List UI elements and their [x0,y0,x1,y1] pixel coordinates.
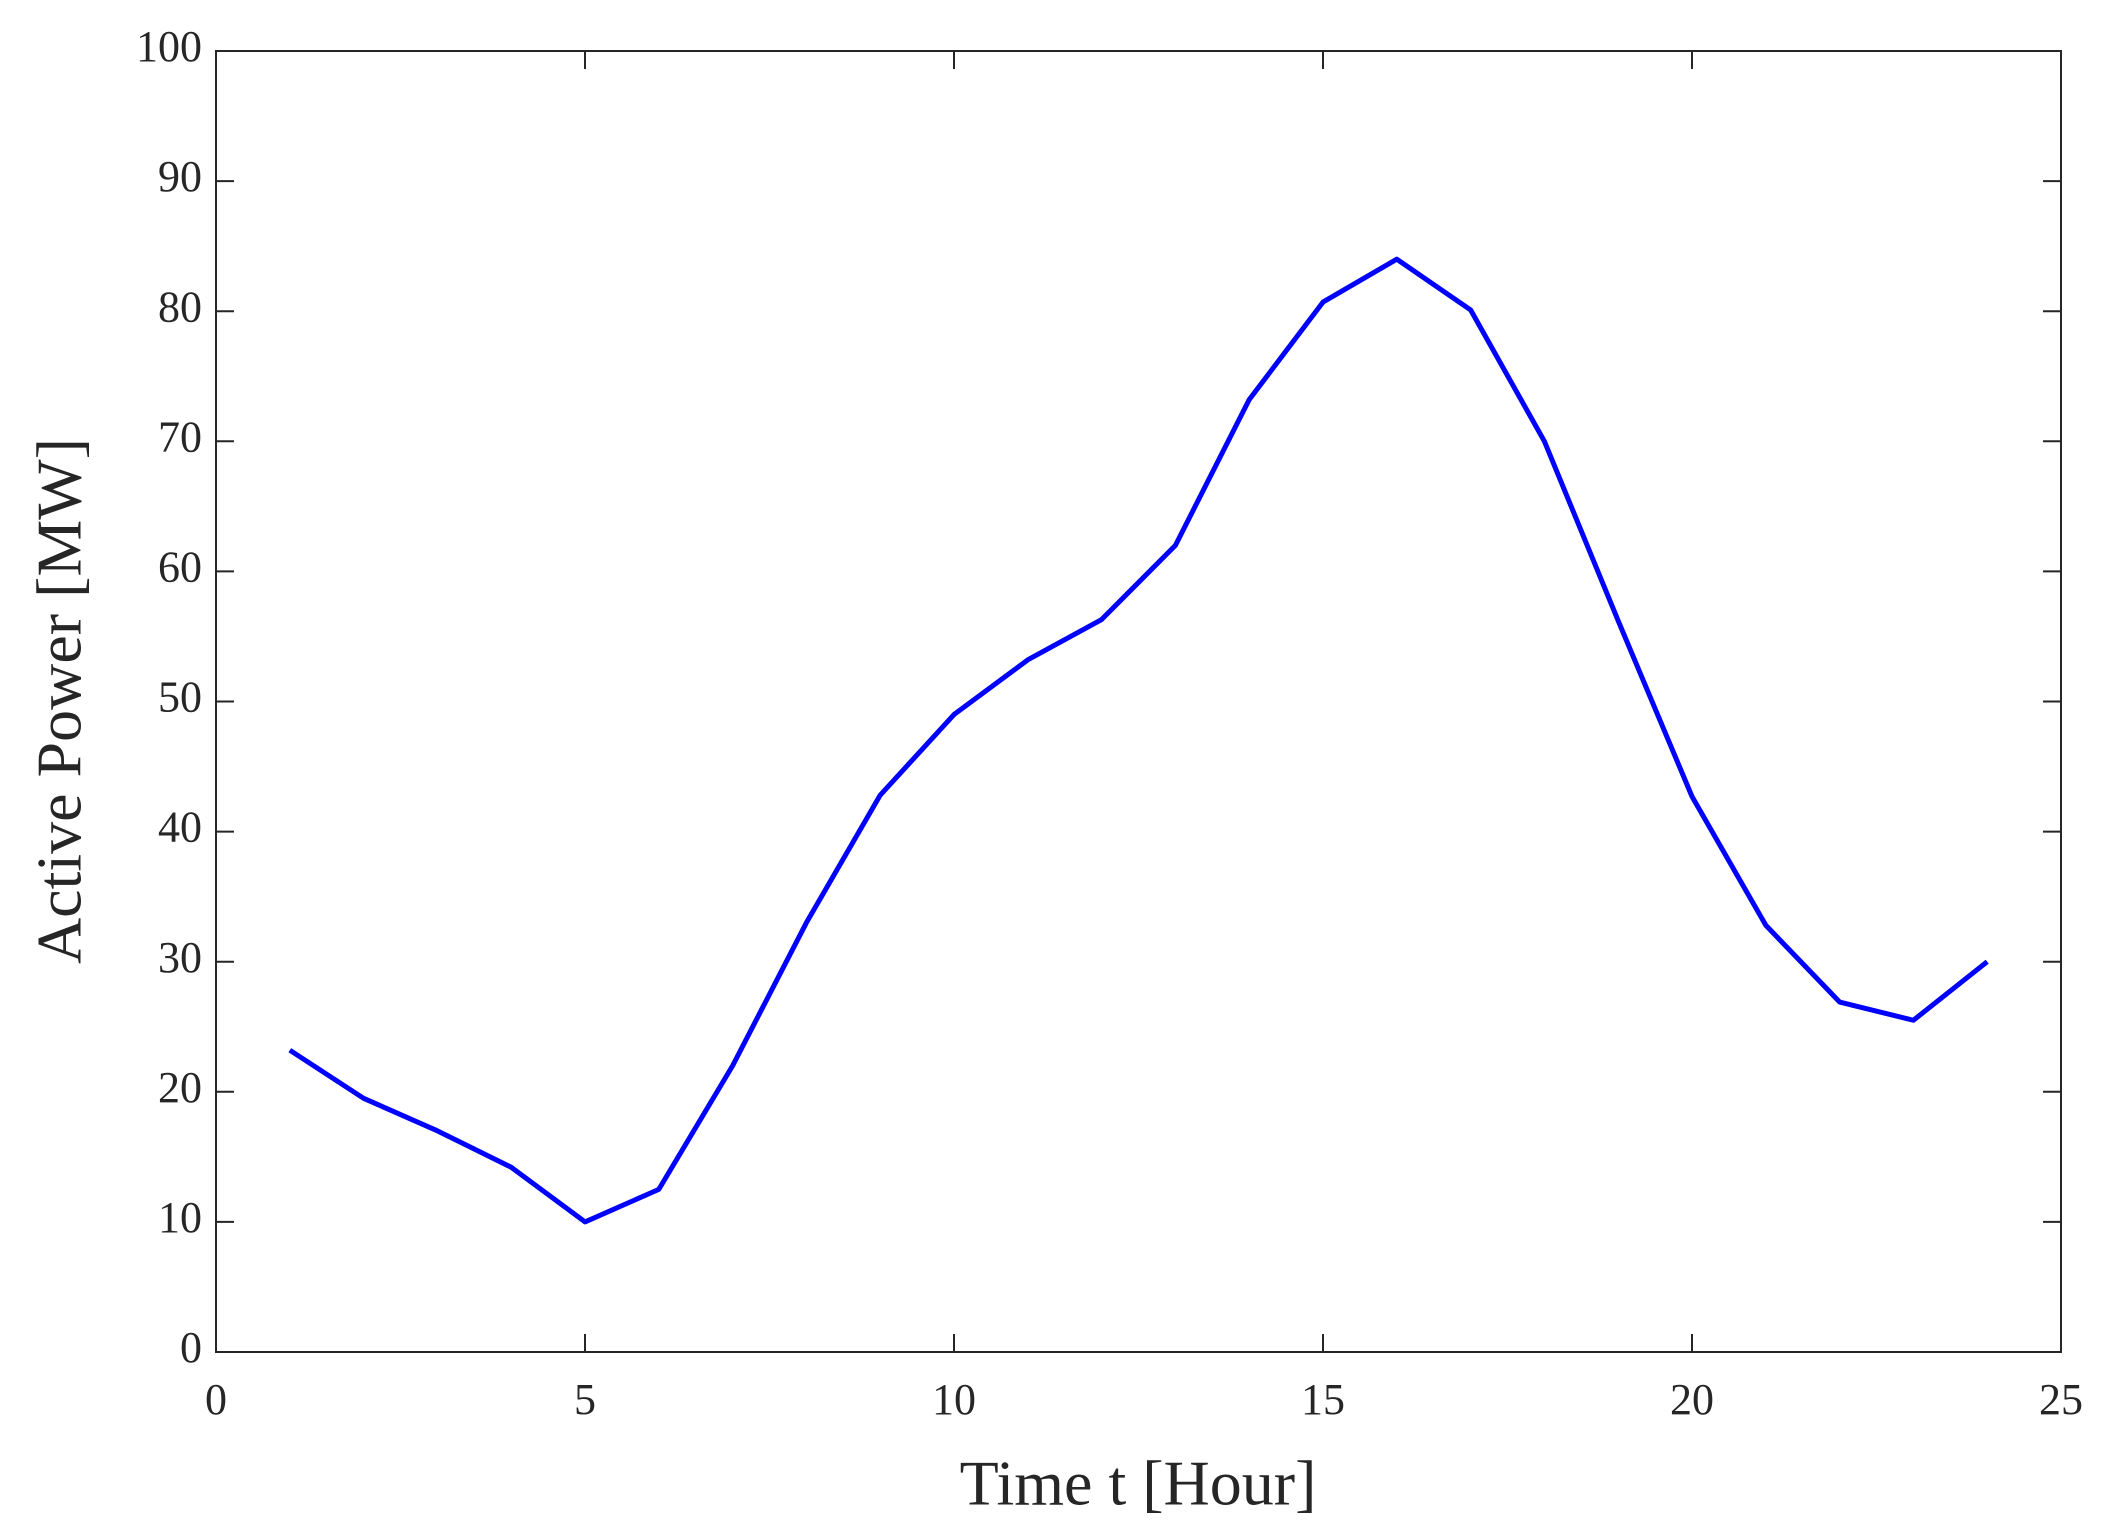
y-tick-label: 90 [158,152,202,201]
x-tick-label: 20 [1670,1375,1714,1424]
plot-frame [215,50,2062,1353]
y-tick-label: 80 [158,282,202,331]
y-tick-label: 0 [180,1323,202,1372]
y-tick-label: 20 [158,1063,202,1112]
y-axis-label: Active Power [MW] [24,438,95,964]
x-tick-label: 25 [2039,1375,2083,1424]
y-tick-label: 100 [136,22,202,71]
data-line [288,256,1989,1225]
y-tick-label: 30 [158,933,202,982]
y-tick-label: 10 [158,1193,202,1242]
y-tick-label: 60 [158,542,202,591]
y-tick-label: 50 [158,673,202,722]
x-tick-label: 5 [574,1375,596,1424]
x-axis-label: Time t [Hour] [960,1448,1317,1519]
y-tick-label: 40 [158,803,202,852]
x-tick-label: 15 [1301,1375,1345,1424]
x-tick-label: 0 [205,1375,227,1424]
y-tick-label: 70 [158,412,202,461]
x-tick-label: 10 [932,1375,976,1424]
